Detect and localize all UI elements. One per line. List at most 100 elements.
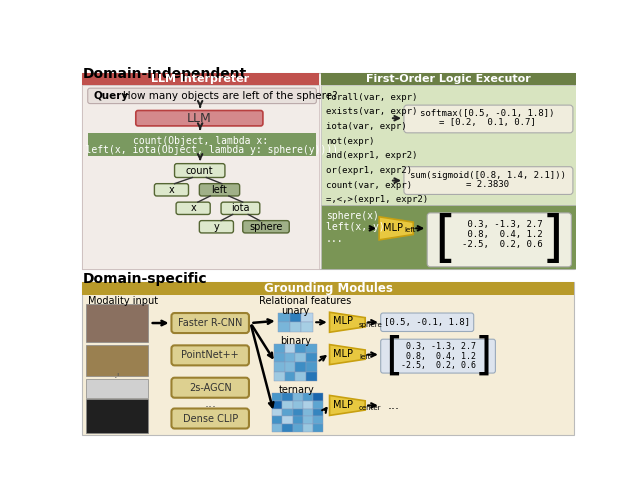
Text: binary: binary (280, 336, 311, 346)
Bar (313, 409, 323, 416)
FancyBboxPatch shape (154, 184, 189, 196)
FancyBboxPatch shape (404, 167, 573, 194)
FancyBboxPatch shape (199, 184, 239, 196)
Text: left(x, iota(Object, lambda y: sphere(y)))): left(x, iota(Object, lambda y: sphere(y)… (62, 145, 338, 155)
Text: left: left (404, 227, 416, 233)
Text: and(expr1, expr2): and(expr1, expr2) (326, 151, 417, 161)
Text: MLP: MLP (333, 317, 353, 327)
Bar (289, 313, 301, 322)
Text: -2.5,  0.2, 0.6: -2.5, 0.2, 0.6 (401, 361, 476, 370)
FancyBboxPatch shape (176, 202, 210, 215)
Bar (285, 372, 296, 381)
Bar (292, 416, 303, 424)
Bar (81, 282, 575, 436)
Text: [0.5, -0.1, 1.8]: [0.5, -0.1, 1.8] (384, 318, 470, 327)
Bar (296, 353, 307, 362)
Bar (81, 85, 319, 269)
Bar (282, 409, 292, 416)
Bar (307, 372, 317, 381)
Bar (296, 362, 307, 372)
Text: MLP: MLP (383, 222, 403, 233)
Text: MLP: MLP (333, 400, 353, 409)
Bar (321, 85, 576, 205)
Bar (282, 416, 292, 424)
FancyBboxPatch shape (172, 378, 249, 398)
Text: : How many objects are left of the sphere?: : How many objects are left of the spher… (116, 91, 338, 101)
FancyBboxPatch shape (88, 88, 316, 104)
Bar (81, 73, 319, 85)
Text: iota(var, expr): iota(var, expr) (326, 122, 406, 131)
Text: Faster R-CNN: Faster R-CNN (178, 318, 243, 328)
Text: PointNet++: PointNet++ (181, 351, 239, 360)
Bar (81, 282, 575, 295)
FancyBboxPatch shape (172, 345, 249, 365)
Bar (307, 362, 317, 372)
FancyBboxPatch shape (243, 220, 289, 233)
Bar (282, 401, 292, 409)
Text: sphere: sphere (359, 322, 383, 327)
Text: left: left (212, 185, 227, 195)
Text: left(x, y): left(x, y) (326, 222, 385, 232)
Text: softmax([0.5, -0.1, 1.8]): softmax([0.5, -0.1, 1.8]) (420, 109, 555, 118)
Text: count: count (186, 165, 213, 176)
Text: ternary: ternary (279, 385, 315, 395)
Text: x: x (168, 185, 174, 195)
Bar (303, 424, 313, 432)
Bar (321, 205, 576, 269)
FancyBboxPatch shape (381, 313, 474, 331)
Bar (282, 424, 292, 432)
Bar (272, 393, 282, 401)
Bar (303, 401, 313, 409)
Text: ·': ·' (114, 372, 120, 382)
Bar (321, 73, 576, 85)
Text: 0.8,  0.4, 1.2: 0.8, 0.4, 1.2 (462, 230, 543, 239)
Text: not(expr): not(expr) (326, 136, 374, 146)
Text: unary: unary (282, 306, 310, 316)
Bar (301, 322, 313, 331)
Bar (81, 73, 575, 269)
Text: count(var, expr): count(var, expr) (326, 181, 412, 190)
Text: ...: ... (204, 397, 216, 410)
Bar (313, 424, 323, 432)
Text: [: [ (385, 335, 403, 378)
Bar (274, 372, 285, 381)
Text: left: left (359, 354, 371, 360)
Text: Modality input: Modality input (88, 296, 157, 306)
Polygon shape (330, 395, 365, 415)
FancyBboxPatch shape (136, 110, 263, 126)
Bar (86, 304, 148, 342)
Bar (292, 409, 303, 416)
Text: LLM: LLM (187, 112, 212, 125)
Text: sum(sigmoid([0.8, 1.4, 2.1])): sum(sigmoid([0.8, 1.4, 2.1])) (410, 171, 566, 180)
Text: Dense CLIP: Dense CLIP (182, 413, 238, 424)
Text: 0.3, -1.3, 2.7: 0.3, -1.3, 2.7 (462, 220, 543, 229)
Bar (301, 313, 313, 322)
Text: sphere(x): sphere(x) (326, 212, 378, 221)
Text: LLM Interpreter: LLM Interpreter (151, 74, 249, 84)
Bar (285, 362, 296, 372)
Bar (88, 133, 316, 156)
Text: exists(var, expr): exists(var, expr) (326, 108, 417, 116)
Text: = 2.3830: = 2.3830 (466, 180, 509, 189)
Bar (272, 401, 282, 409)
Text: forall(var, expr): forall(var, expr) (326, 93, 417, 102)
Polygon shape (330, 345, 365, 365)
FancyBboxPatch shape (404, 105, 573, 133)
Bar (272, 416, 282, 424)
Bar (292, 401, 303, 409)
FancyBboxPatch shape (428, 213, 572, 267)
Polygon shape (330, 312, 365, 332)
Text: y: y (214, 222, 220, 232)
Text: iota: iota (231, 203, 250, 213)
Text: center: center (359, 405, 381, 411)
FancyBboxPatch shape (381, 339, 495, 373)
Text: ]: ] (475, 335, 492, 378)
Bar (278, 313, 289, 322)
Text: ...: ... (326, 235, 343, 245)
Text: Query: Query (94, 91, 129, 101)
Text: Domain-independent: Domain-independent (83, 67, 246, 81)
FancyBboxPatch shape (172, 409, 249, 429)
Bar (274, 362, 285, 372)
Text: =,<,>(expr1, expr2): =,<,>(expr1, expr2) (326, 195, 428, 204)
Bar (292, 424, 303, 432)
